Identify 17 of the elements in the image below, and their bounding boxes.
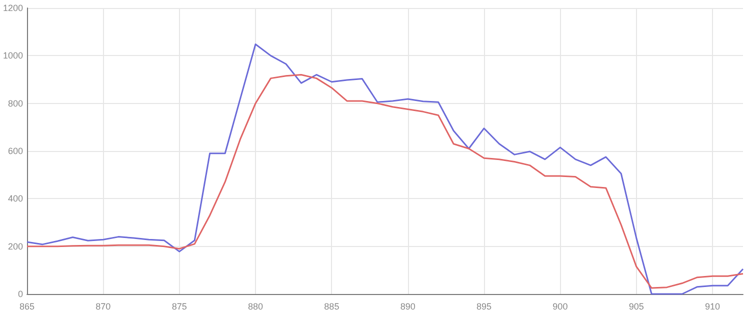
x-tick-label: 890: [400, 302, 416, 312]
y-tick-label: 200: [8, 241, 24, 252]
x-tick-label: 885: [324, 302, 340, 312]
x-tick-label: 895: [476, 302, 492, 312]
y-tick-label: 1200: [2, 3, 24, 13]
x-tick-label: 865: [20, 302, 35, 312]
y-tick-label: 600: [8, 146, 24, 156]
x-tick-label: 875: [172, 302, 187, 312]
y-tick-label: 0: [18, 289, 24, 299]
x-tick-label: 900: [552, 302, 568, 312]
y-tick-label: 400: [8, 194, 24, 204]
x-tick-label: 910: [705, 302, 720, 312]
y-tick-label: 800: [8, 98, 24, 108]
x-tick-label: 880: [248, 302, 264, 312]
x-tick-label: 870: [96, 302, 111, 312]
y-tick-label: 1000: [2, 50, 24, 61]
x-tick-label: 905: [628, 302, 644, 312]
